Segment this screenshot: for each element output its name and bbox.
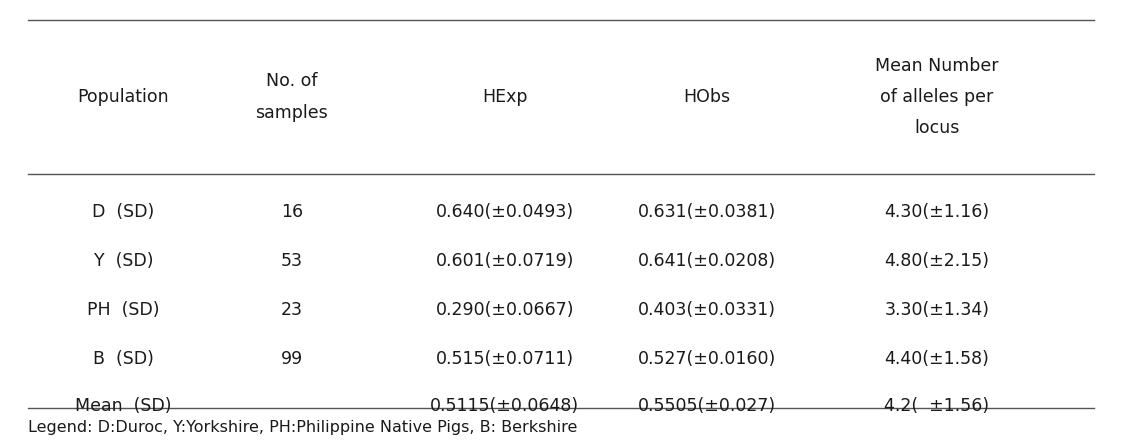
- Text: HExp: HExp: [482, 88, 527, 106]
- Text: 4.30(±1.16): 4.30(±1.16): [884, 203, 990, 221]
- Text: HObs: HObs: [683, 88, 730, 106]
- Text: 4.80(±2.15): 4.80(±2.15): [884, 252, 990, 270]
- Text: 0.641(±0.0208): 0.641(±0.0208): [637, 252, 776, 270]
- Text: 3.30(±1.34): 3.30(±1.34): [884, 301, 990, 319]
- Text: 0.527(±0.0160): 0.527(±0.0160): [637, 350, 776, 368]
- Text: Legend: D:Duroc, Y:Yorkshire, PH:Philippine Native Pigs, B: Berkshire: Legend: D:Duroc, Y:Yorkshire, PH:Philipp…: [28, 420, 578, 435]
- Text: 16: 16: [280, 203, 303, 221]
- Text: Mean  (SD): Mean (SD): [75, 397, 172, 415]
- Text: 0.515(±0.0711): 0.515(±0.0711): [435, 350, 574, 368]
- Text: 23: 23: [280, 301, 303, 319]
- Text: Y  (SD): Y (SD): [93, 252, 154, 270]
- Text: 0.601(±0.0719): 0.601(±0.0719): [435, 252, 574, 270]
- Text: B  (SD): B (SD): [93, 350, 154, 368]
- Text: 53: 53: [280, 252, 303, 270]
- Text: locus: locus: [914, 119, 959, 137]
- Text: samples: samples: [256, 103, 328, 122]
- Text: No. of: No. of: [266, 72, 318, 91]
- Text: 0.5115(±0.0648): 0.5115(±0.0648): [431, 397, 579, 415]
- Text: 0.290(±0.0667): 0.290(±0.0667): [435, 301, 574, 319]
- Text: D  (SD): D (SD): [92, 203, 155, 221]
- Text: 0.640(±0.0493): 0.640(±0.0493): [435, 203, 574, 221]
- Text: 0.631(±0.0381): 0.631(±0.0381): [637, 203, 776, 221]
- Text: 4.40(±1.58): 4.40(±1.58): [884, 350, 990, 368]
- Text: 4.2(  ±1.56): 4.2( ±1.56): [884, 397, 990, 415]
- Text: PH  (SD): PH (SD): [88, 301, 159, 319]
- Text: 0.403(±0.0331): 0.403(±0.0331): [638, 301, 775, 319]
- Text: Mean Number: Mean Number: [875, 57, 999, 75]
- Text: Population: Population: [77, 88, 169, 106]
- Text: of alleles per: of alleles per: [881, 88, 993, 106]
- Text: 0.5505(±0.027): 0.5505(±0.027): [637, 397, 776, 415]
- Text: 99: 99: [280, 350, 303, 368]
